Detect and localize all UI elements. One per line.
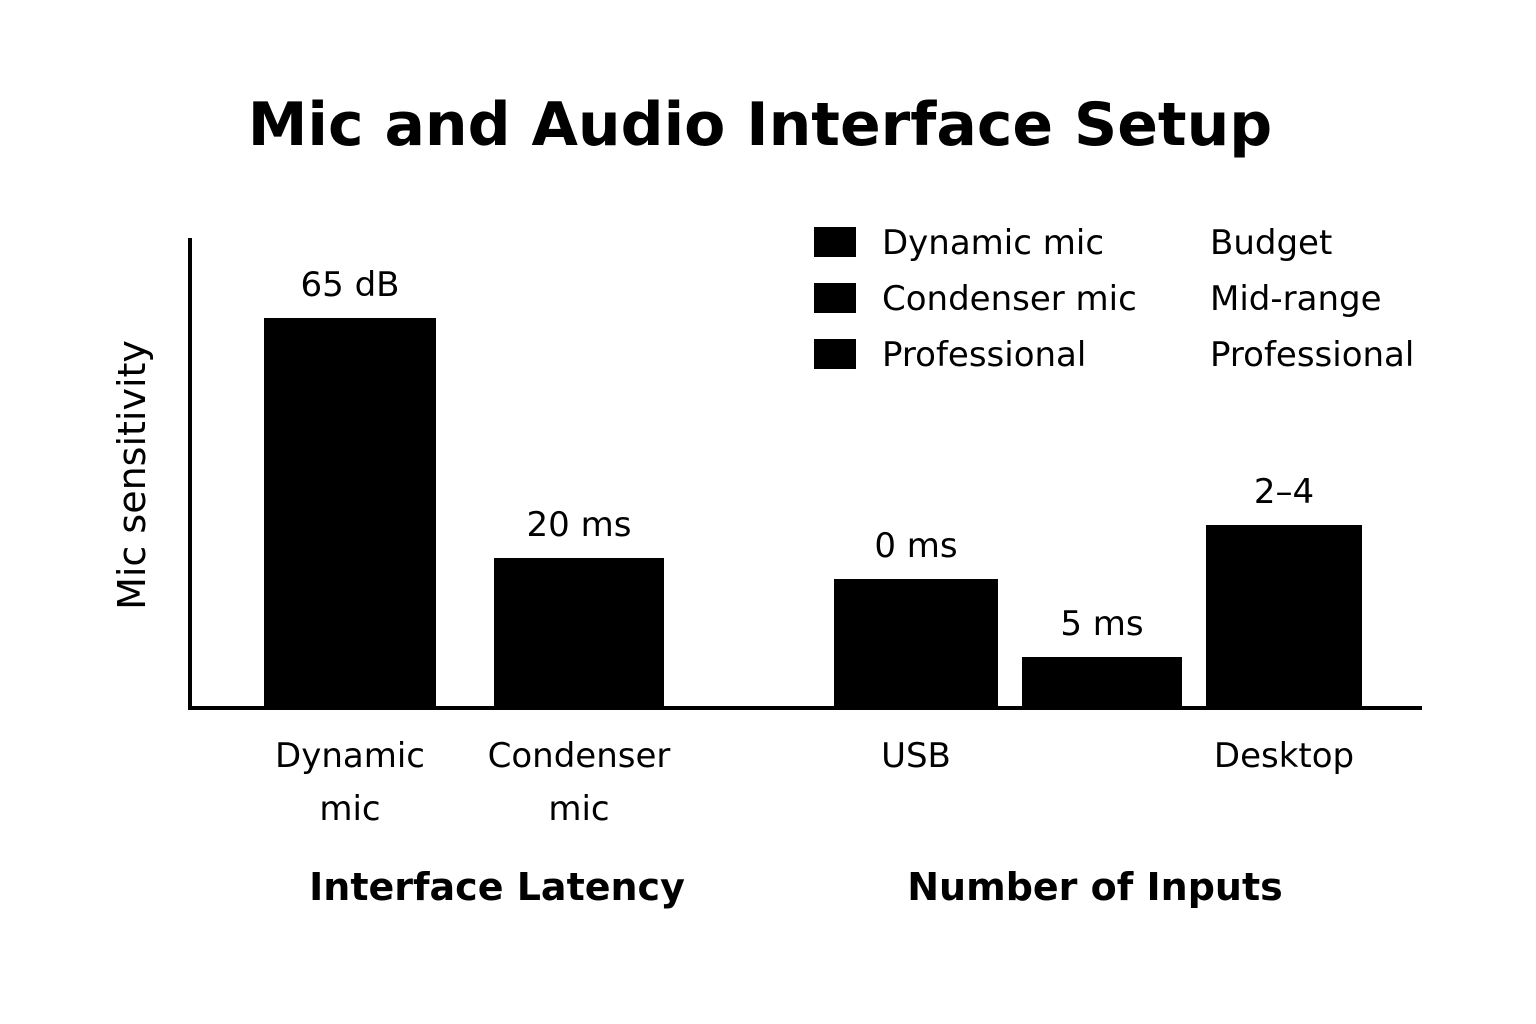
legend-tier-0: Budget: [1210, 223, 1332, 263]
bar-3: [1022, 657, 1182, 708]
bars: [264, 318, 1362, 708]
legend-entry-2: Professional: [882, 335, 1086, 375]
data-label-0: 65 dB: [301, 265, 400, 305]
bar-1: [494, 558, 664, 708]
x-tick-label-0-line-1: mic: [319, 789, 380, 829]
chart-title: Mic and Audio Interface Setup: [248, 90, 1273, 160]
x-tick-label-2-line-0: USB: [881, 736, 951, 776]
legend-entry-0: Dynamic mic: [882, 223, 1104, 263]
x-tick-labels: Dynamic mic Condenser mic USB Desktop: [275, 736, 1354, 829]
legend-swatch-1: [814, 283, 856, 313]
bar-0: [264, 318, 436, 708]
x-tick-label-1-line-1: mic: [548, 789, 609, 829]
x-tick-label-0-line-0: Dynamic: [275, 736, 425, 776]
data-label-2: 0 ms: [874, 526, 957, 566]
data-labels: 65 dB 20 ms 0 ms 5 ms 2–4: [301, 265, 1315, 644]
data-label-4: 2–4: [1254, 472, 1314, 512]
legend-tier-1: Mid-range: [1210, 279, 1382, 319]
bar-4: [1206, 525, 1362, 708]
data-label-3: 5 ms: [1060, 604, 1143, 644]
legend-swatch-2: [814, 339, 856, 369]
data-label-1: 20 ms: [527, 505, 632, 545]
group-label-number-of-inputs: Number of Inputs: [907, 865, 1283, 909]
x-tick-label-1-line-0: Condenser: [488, 736, 671, 776]
bar-2: [834, 579, 998, 708]
legend-entry-1: Condenser mic: [882, 279, 1137, 319]
group-label-interface-latency: Interface Latency: [309, 865, 685, 909]
legend-swatch-0: [814, 227, 856, 257]
y-axis-label: Mic sensitivity: [110, 340, 154, 610]
legend: Dynamic mic Budget Condenser mic Mid-range P…: [814, 223, 1414, 375]
x-tick-label-4-line-0: Desktop: [1214, 736, 1354, 776]
legend-tier-2: Professional: [1210, 335, 1414, 375]
